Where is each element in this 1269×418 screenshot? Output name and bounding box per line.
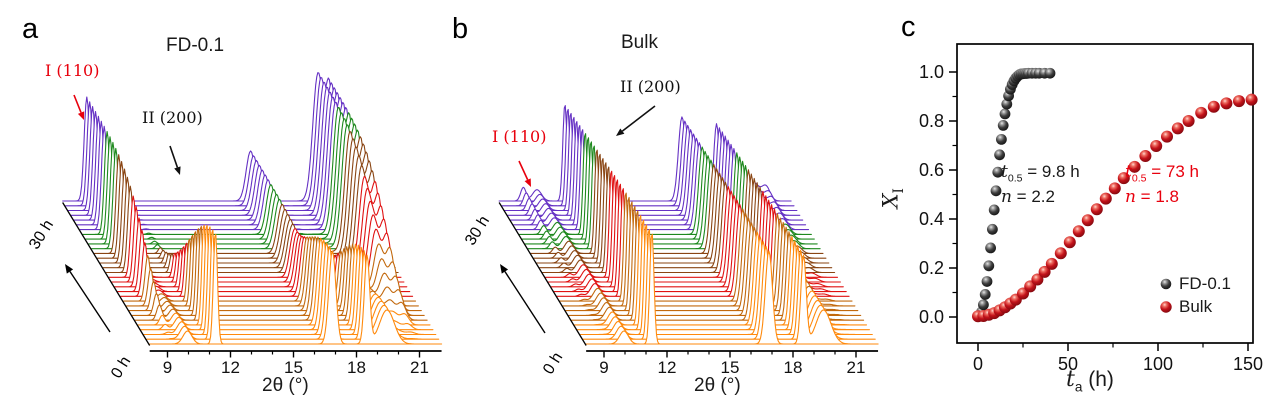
panel-b-annotation-phase1: I (110)	[492, 127, 547, 146]
legend-label-fd: FD-0.1	[1179, 274, 1231, 293]
svg-text:0.0: 0.0	[919, 307, 944, 327]
legend-label-bulk: Bulk	[1179, 297, 1213, 316]
panel-c-x-axis-label: ta (h)	[1066, 367, 1114, 395]
x-label-unit: (h)	[1082, 368, 1114, 391]
svg-text:9: 9	[163, 358, 172, 377]
svg-text:18: 18	[784, 358, 803, 377]
annotation-bulk-exponent: n = 1.8	[1125, 187, 1179, 207]
x-label-variable: t	[1066, 367, 1075, 392]
svg-text:0.4: 0.4	[919, 209, 944, 229]
svg-text:100: 100	[1143, 354, 1173, 374]
panel-a-x-axis-label: 2θ (°)	[262, 375, 309, 396]
panel-b-label: b	[452, 13, 469, 45]
svg-text:0: 0	[973, 354, 983, 374]
svg-text:15: 15	[284, 358, 303, 377]
svg-text:21: 21	[410, 358, 429, 377]
svg-text:15: 15	[721, 358, 740, 377]
svg-text:18: 18	[347, 358, 366, 377]
svg-text:150: 150	[1233, 354, 1263, 374]
annotation-fd-exponent: n = 2.2	[1001, 187, 1055, 207]
svg-text:0.6: 0.6	[919, 160, 944, 180]
panel-b-x-axis-label: 2θ (°)	[694, 375, 741, 396]
x-label-subscript: a	[1074, 379, 1083, 395]
annotation-fd-halftime: t0.5 = 9.8 h	[1001, 162, 1080, 185]
panel-c-label: c	[901, 11, 916, 43]
y-label-subscript: I	[890, 188, 907, 194]
svg-text:12: 12	[658, 358, 677, 377]
svg-text:0.2: 0.2	[919, 258, 944, 278]
svg-text:1.0: 1.0	[919, 62, 944, 82]
panel-a-annotation-phase1: I (110)	[45, 61, 100, 80]
svg-text:12: 12	[221, 358, 240, 377]
panel-a-title: FD-0.1	[166, 35, 225, 56]
panel-a-label: a	[22, 13, 39, 45]
annotation-bulk-halftime: t0.5 = 73 h	[1125, 162, 1199, 185]
panel-b-title: Bulk	[621, 32, 658, 53]
panel-b-annotation-phase2: II (200)	[620, 77, 681, 96]
svg-text:9: 9	[599, 358, 608, 377]
svg-text:50: 50	[1058, 354, 1078, 374]
svg-text:21: 21	[847, 358, 866, 377]
y-label-variable: X	[878, 193, 903, 209]
svg-text:0.8: 0.8	[919, 111, 944, 131]
panel-c-y-axis-label: XI	[878, 163, 907, 233]
panel-a-annotation-phase2: II (200)	[142, 108, 203, 127]
